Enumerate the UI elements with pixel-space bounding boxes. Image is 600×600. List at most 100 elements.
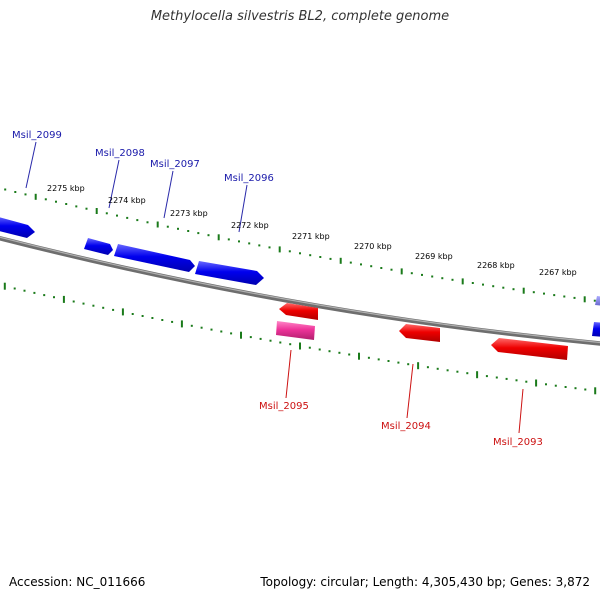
gene-label-msil-2095[interactable]: Msil_2095 [259,401,309,412]
minor-tick [328,350,331,353]
minor-tick [545,383,547,386]
gene-arrow-msil-2095-upper[interactable] [279,303,318,320]
gene-arrow-right-edge-2[interactable] [592,322,600,337]
minor-tick [563,295,566,298]
minor-tick [33,291,36,294]
minor-tick [258,244,261,247]
minor-tick [431,275,434,278]
minor-tick [573,296,576,299]
map-title: Methylocella silvestris BL2, complete ge… [150,9,450,24]
minor-tick [456,370,459,373]
minor-tick [564,386,567,388]
minor-tick [126,216,129,219]
minor-tick [495,376,498,379]
minor-tick [512,288,515,291]
minor-tick [55,200,57,203]
major-tick [34,193,37,200]
major-tick [62,295,65,303]
gene-label-msil-2099[interactable]: Msil_2099 [12,130,62,141]
minor-tick [532,291,535,294]
minor-tick [584,388,587,391]
minor-tick [146,221,149,224]
minor-tick [471,282,474,284]
minor-tick [102,306,105,309]
gene-arrow-msil-2095-lower[interactable] [276,321,315,340]
minor-tick [309,254,312,257]
minor-tick [574,387,577,390]
minor-tick [268,246,271,249]
major-tick [339,257,342,264]
minor-tick [299,252,301,255]
genome-summary-text: Topology: circular; Length: 4,305,430 bp… [260,575,590,589]
gene-arrow-right-edge[interactable] [595,296,600,306]
major-tick [358,352,360,360]
minor-tick [387,360,390,362]
minor-tick [190,324,193,327]
minor-tick [426,366,429,369]
minor-tick [554,384,557,387]
major-tick [180,320,183,328]
minor-tick [105,212,108,215]
minor-tick [43,294,46,297]
minor-tick [553,294,556,297]
gene-label-msil-2096[interactable]: Msil_2096 [224,173,274,184]
minor-tick [288,250,291,253]
kbp-label: 2273 kbp [170,209,208,218]
kbp-label: 2272 kbp [231,221,269,230]
minor-tick [451,278,454,281]
minor-tick [230,332,233,335]
minor-tick [166,225,169,228]
genome-backbone-highlight [0,236,600,344]
minor-tick [380,267,383,269]
minor-tick [407,363,410,366]
minor-tick [141,315,144,317]
major-tick [461,278,464,285]
minor-tick [92,304,95,307]
minor-tick [410,272,413,275]
major-tick [121,308,124,316]
minor-tick [360,263,362,266]
major-tick [95,208,98,214]
minor-tick [505,377,508,380]
major-tick [217,234,220,241]
minor-tick [136,219,139,222]
major-tick [583,296,586,303]
major-tick [3,282,6,290]
label-leader-lines [25,141,524,434]
kbp-label: 2269 kbp [415,252,453,261]
kbp-label: 2275 kbp [47,184,85,193]
major-tick [594,387,597,395]
minor-tick [436,367,439,370]
major-tick [476,371,479,379]
gene-label-msil-2098[interactable]: Msil_2098 [95,148,145,159]
outer-tick-ring [4,188,596,303]
minor-tick [227,238,230,241]
gene-arrow-msil-2096[interactable] [195,261,264,285]
gene-label-msil-2093[interactable]: Msil_2093 [493,437,543,448]
minor-tick [349,261,352,264]
gene-arrow-msil-2093[interactable] [491,338,568,360]
major-tick [535,379,538,387]
gene-label-msil-2097[interactable]: Msil_2097 [150,159,200,170]
gene-label-msil-2094[interactable]: Msil_2094 [381,421,431,432]
minor-tick [466,372,469,375]
minor-tick [207,234,210,237]
kbp-label: 2267 kbp [539,268,577,277]
minor-tick [515,379,518,382]
gene-labels: Msil_2099 Msil_2098 Msil_2097 Msil_2096 … [12,130,543,448]
gene-arrow-msil-2098[interactable] [84,238,113,255]
reverse-strand-genes [276,303,568,360]
minor-tick [348,353,351,356]
minor-tick [116,214,118,217]
gene-arrow-msil-2097[interactable] [114,244,195,272]
minor-tick [441,277,444,280]
gene-arrow-msil-2094[interactable] [399,324,440,342]
major-tick [400,268,403,275]
gene-arrow-msil-2099[interactable] [0,216,35,238]
minor-tick [279,341,282,344]
minor-tick [238,240,240,243]
minor-tick [131,313,134,315]
minor-tick [249,336,252,339]
minor-tick [329,257,332,260]
